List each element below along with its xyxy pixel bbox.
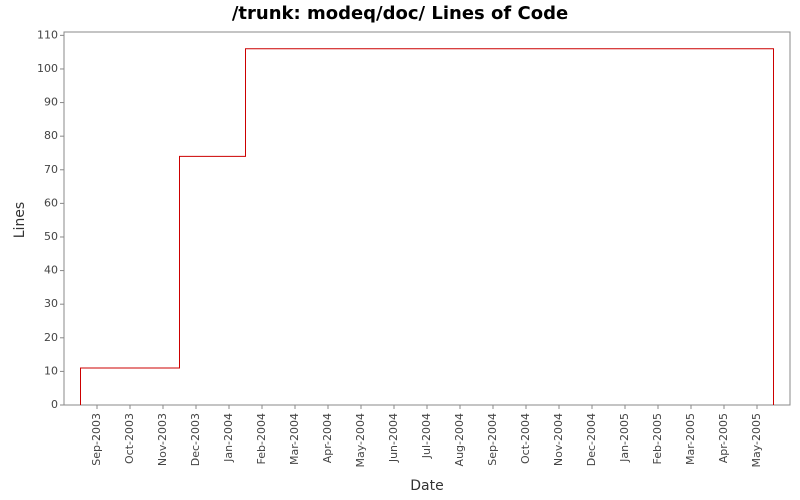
x-axis-label: Date	[410, 478, 443, 494]
y-tick-label: 110	[37, 28, 58, 41]
x-tick-label: Jan-2005	[618, 413, 631, 463]
x-tick-label: Oct-2003	[123, 413, 136, 464]
x-tick-label: Feb-2005	[651, 413, 664, 464]
data-line	[80, 48, 774, 405]
x-tick-label: Nov-2004	[552, 413, 565, 466]
x-tick-label: May-2004	[354, 413, 367, 468]
y-tick-label: 70	[44, 163, 58, 176]
y-tick-label: 0	[51, 398, 58, 411]
y-tick-label: 30	[44, 297, 58, 310]
y-axis-label: Lines	[12, 202, 28, 238]
x-tick-label: Jun-2004	[387, 413, 400, 463]
x-tick-label: Nov-2003	[156, 413, 169, 466]
y-tick-label: 50	[44, 230, 58, 243]
x-tick-label: May-2005	[750, 413, 763, 468]
x-tick-label: Jan-2004	[222, 413, 235, 463]
y-tick-label: 60	[44, 196, 58, 209]
x-tick-label: Feb-2004	[255, 413, 268, 464]
x-tick-label: Oct-2004	[519, 413, 532, 464]
y-tick-label: 90	[44, 96, 58, 109]
plot-area	[63, 31, 791, 406]
y-tick-label: 100	[37, 62, 58, 75]
x-tick-label: Sep-2004	[486, 413, 499, 466]
chart-title: /trunk: modeq/doc/ Lines of Code	[232, 3, 568, 24]
x-tick-label: Mar-2005	[684, 413, 697, 465]
x-tick-label: Apr-2005	[717, 413, 730, 463]
x-tick-label: Mar-2004	[288, 413, 301, 465]
x-tick-label: Apr-2004	[321, 413, 334, 463]
x-tick-label: Jul-2004	[420, 413, 433, 459]
y-tick-label: 80	[44, 129, 58, 142]
x-tick-label: Dec-2003	[189, 413, 202, 466]
x-tick-label: Aug-2004	[453, 413, 466, 466]
x-tick-label: Sep-2003	[90, 413, 103, 466]
y-tick-label: 20	[44, 331, 58, 344]
y-tick-label: 40	[44, 264, 58, 277]
y-tick-label: 10	[44, 364, 58, 377]
x-tick-label: Dec-2004	[585, 413, 598, 466]
